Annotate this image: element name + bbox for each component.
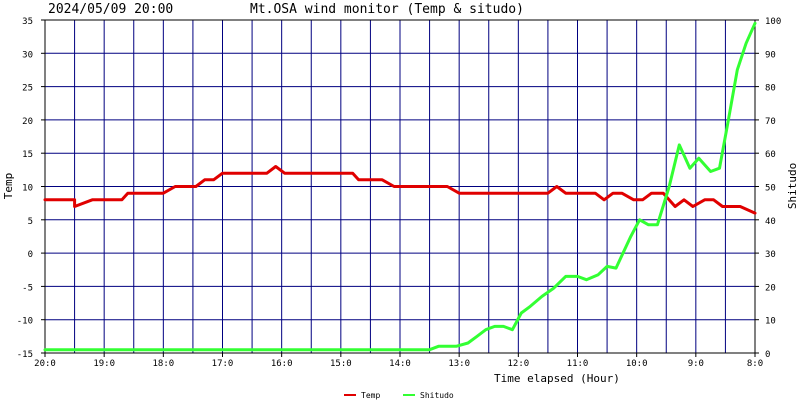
y-tick-right-label: 90 bbox=[765, 50, 776, 60]
x-tick-label: 8:0 bbox=[747, 359, 763, 369]
y-tick-right-label: 50 bbox=[765, 184, 776, 194]
y-tick-left-label: 25 bbox=[22, 84, 33, 94]
y-tick-left-label: -10 bbox=[17, 317, 33, 327]
y-tick-left-label: 5 bbox=[28, 217, 33, 227]
x-tick-label: 17:0 bbox=[212, 359, 234, 369]
x-tick-label: 10:0 bbox=[626, 359, 648, 369]
y-tick-left-label: -5 bbox=[22, 283, 33, 293]
y-axis-left-label: Temp bbox=[2, 173, 15, 200]
y-axis-right-label: Shitudo bbox=[786, 163, 799, 209]
y-tick-left-label: 35 bbox=[22, 17, 33, 27]
y-tick-right-label: 30 bbox=[765, 250, 776, 260]
y-tick-left-label: -15 bbox=[17, 350, 33, 360]
x-tick-label: 14:0 bbox=[389, 359, 411, 369]
x-tick-label: 11:0 bbox=[567, 359, 589, 369]
x-tick-label: 20:0 bbox=[34, 359, 56, 369]
y-tick-right-label: 10 bbox=[765, 317, 776, 327]
x-tick-label: 16:0 bbox=[271, 359, 293, 369]
axis-ticks: 35302520151050-5-10-15100908070605040302… bbox=[17, 17, 782, 369]
chart-timestamp: 2024/05/09 20:00 bbox=[48, 2, 173, 17]
y-tick-right-label: 70 bbox=[765, 117, 776, 127]
series-line-temp bbox=[43, 165, 757, 215]
y-tick-right-label: 40 bbox=[765, 217, 776, 227]
y-tick-left-label: 0 bbox=[28, 250, 33, 260]
y-tick-right-label: 100 bbox=[765, 17, 781, 27]
y-tick-left-label: 10 bbox=[22, 184, 33, 194]
series-lines bbox=[43, 21, 757, 352]
chart-title: Mt.OSA wind monitor (Temp & situdo) bbox=[250, 2, 524, 17]
y-tick-left-label: 30 bbox=[22, 50, 33, 60]
y-tick-right-label: 0 bbox=[765, 350, 770, 360]
legend-label-temp: Temp bbox=[361, 391, 380, 400]
legend-label-shitudo: Shitudo bbox=[420, 391, 454, 400]
y-tick-left-label: 15 bbox=[22, 150, 33, 160]
x-axis-label: Time elapsed (Hour) bbox=[494, 372, 620, 385]
legend: Temp Shitudo bbox=[344, 391, 454, 400]
x-tick-label: 15:0 bbox=[330, 359, 352, 369]
series-line-shitudo bbox=[43, 21, 757, 352]
y-tick-right-label: 20 bbox=[765, 283, 776, 293]
x-tick-label: 13:0 bbox=[448, 359, 470, 369]
x-tick-label: 12:0 bbox=[507, 359, 529, 369]
y-tick-right-label: 60 bbox=[765, 150, 776, 160]
x-tick-label: 19:0 bbox=[93, 359, 115, 369]
x-tick-label: 18:0 bbox=[152, 359, 174, 369]
y-tick-right-label: 80 bbox=[765, 84, 776, 94]
x-tick-label: 9:0 bbox=[688, 359, 704, 369]
y-tick-left-label: 20 bbox=[22, 117, 33, 127]
